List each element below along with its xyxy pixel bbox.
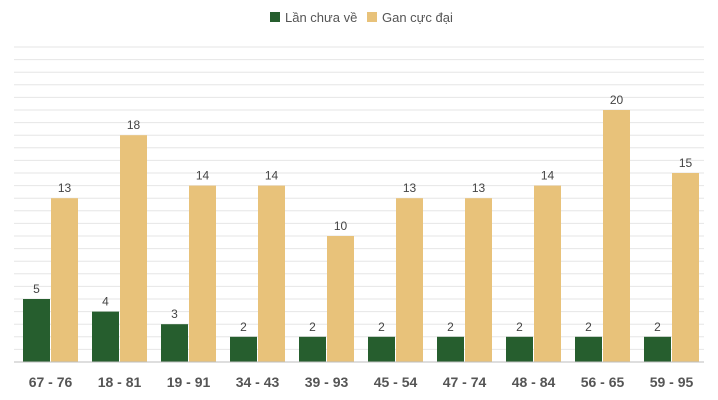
data-label-series-1: 10 bbox=[334, 219, 348, 233]
x-tick-label: 45 - 54 bbox=[374, 374, 418, 390]
bar-series-0-18-81[interactable] bbox=[92, 311, 119, 362]
bar-series-0-39-93[interactable] bbox=[299, 336, 326, 362]
bar-series-1-19-91[interactable] bbox=[189, 185, 216, 362]
value-labels: 5 13 4 18 3 14 2 14 2 10 2 13 2 13 2 14 2 20 2 15 bbox=[33, 93, 692, 334]
x-tick-label: 19 - 91 bbox=[167, 374, 211, 390]
data-label-series-0: 2 bbox=[585, 320, 592, 334]
bar-series-1-59-95[interactable] bbox=[672, 173, 699, 362]
x-tick-label: 47 - 74 bbox=[443, 374, 487, 390]
data-label-series-1: 14 bbox=[265, 169, 279, 183]
data-label-series-1: 15 bbox=[679, 156, 693, 170]
bar-series-0-59-95[interactable] bbox=[644, 336, 671, 362]
data-label-series-0: 2 bbox=[378, 320, 385, 334]
bar-series-1-39-93[interactable] bbox=[327, 236, 354, 362]
legend-swatch-series-1 bbox=[367, 12, 377, 22]
bar-series-1-18-81[interactable] bbox=[120, 135, 147, 362]
bar-series-0-56-65[interactable] bbox=[575, 336, 602, 362]
data-label-series-0: 2 bbox=[516, 320, 523, 334]
x-axis: 67 - 76 18 - 81 19 - 91 34 - 43 39 - 93 45 - … bbox=[14, 361, 704, 390]
bars bbox=[23, 110, 699, 362]
data-label-series-0: 5 bbox=[33, 282, 40, 296]
bar-series-0-48-84[interactable] bbox=[506, 336, 533, 362]
x-tick-label: 56 - 65 bbox=[581, 374, 625, 390]
bar-series-1-48-84[interactable] bbox=[534, 185, 561, 362]
data-label-series-1: 13 bbox=[403, 181, 417, 195]
bar-series-0-45-54[interactable] bbox=[368, 336, 395, 362]
data-label-series-1: 20 bbox=[610, 93, 624, 107]
bar-series-1-34-43[interactable] bbox=[258, 185, 285, 362]
data-label-series-0: 4 bbox=[102, 295, 109, 309]
bar-series-1-56-65[interactable] bbox=[603, 110, 630, 362]
bar-series-0-19-91[interactable] bbox=[161, 324, 188, 362]
bar-series-1-47-74[interactable] bbox=[465, 198, 492, 362]
data-label-series-0: 2 bbox=[240, 320, 247, 334]
data-label-series-0: 3 bbox=[171, 307, 178, 321]
gridlines bbox=[14, 46, 704, 350]
data-label-series-1: 18 bbox=[127, 118, 141, 132]
legend[interactable]: Lần chưa về Gan cực đại bbox=[270, 10, 453, 25]
x-tick-label: 67 - 76 bbox=[29, 374, 73, 390]
data-label-series-1: 14 bbox=[196, 169, 210, 183]
data-label-series-1: 14 bbox=[541, 169, 555, 183]
data-label-series-0: 2 bbox=[654, 320, 661, 334]
data-label-series-1: 13 bbox=[472, 181, 486, 195]
data-label-series-1: 13 bbox=[58, 181, 72, 195]
legend-label-series-1: Gan cực đại bbox=[382, 10, 453, 25]
bar-series-0-34-43[interactable] bbox=[230, 336, 257, 362]
data-label-series-0: 2 bbox=[447, 320, 454, 334]
x-tick-label: 39 - 93 bbox=[305, 374, 349, 390]
legend-swatch-series-0 bbox=[270, 12, 280, 22]
data-label-series-0: 2 bbox=[309, 320, 316, 334]
bar-series-1-45-54[interactable] bbox=[396, 198, 423, 362]
bar-series-0-47-74[interactable] bbox=[437, 336, 464, 362]
bar-series-0-67-76[interactable] bbox=[23, 299, 50, 362]
x-tick-label: 59 - 95 bbox=[650, 374, 694, 390]
x-tick-label: 48 - 84 bbox=[512, 374, 556, 390]
x-tick-label: 18 - 81 bbox=[98, 374, 142, 390]
bar-series-1-67-76[interactable] bbox=[51, 198, 78, 362]
x-tick-label: 34 - 43 bbox=[236, 374, 280, 390]
legend-label-series-0: Lần chưa về bbox=[285, 10, 357, 25]
